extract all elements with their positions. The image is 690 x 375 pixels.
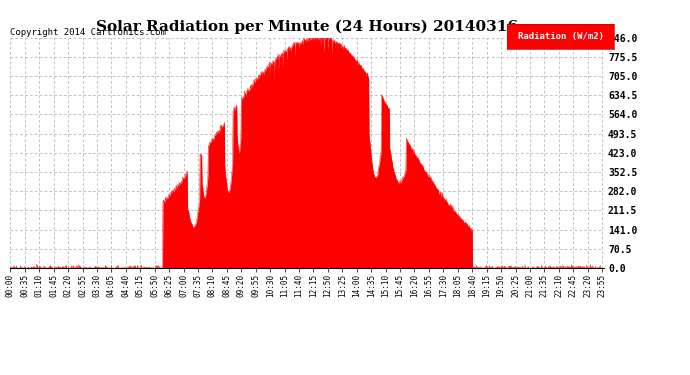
Title: Solar Radiation per Minute (24 Hours) 20140316: Solar Radiation per Minute (24 Hours) 20… (96, 19, 518, 33)
Text: Radiation (W/m2): Radiation (W/m2) (518, 32, 604, 41)
Text: Copyright 2014 Cartronics.com: Copyright 2014 Cartronics.com (10, 28, 166, 37)
